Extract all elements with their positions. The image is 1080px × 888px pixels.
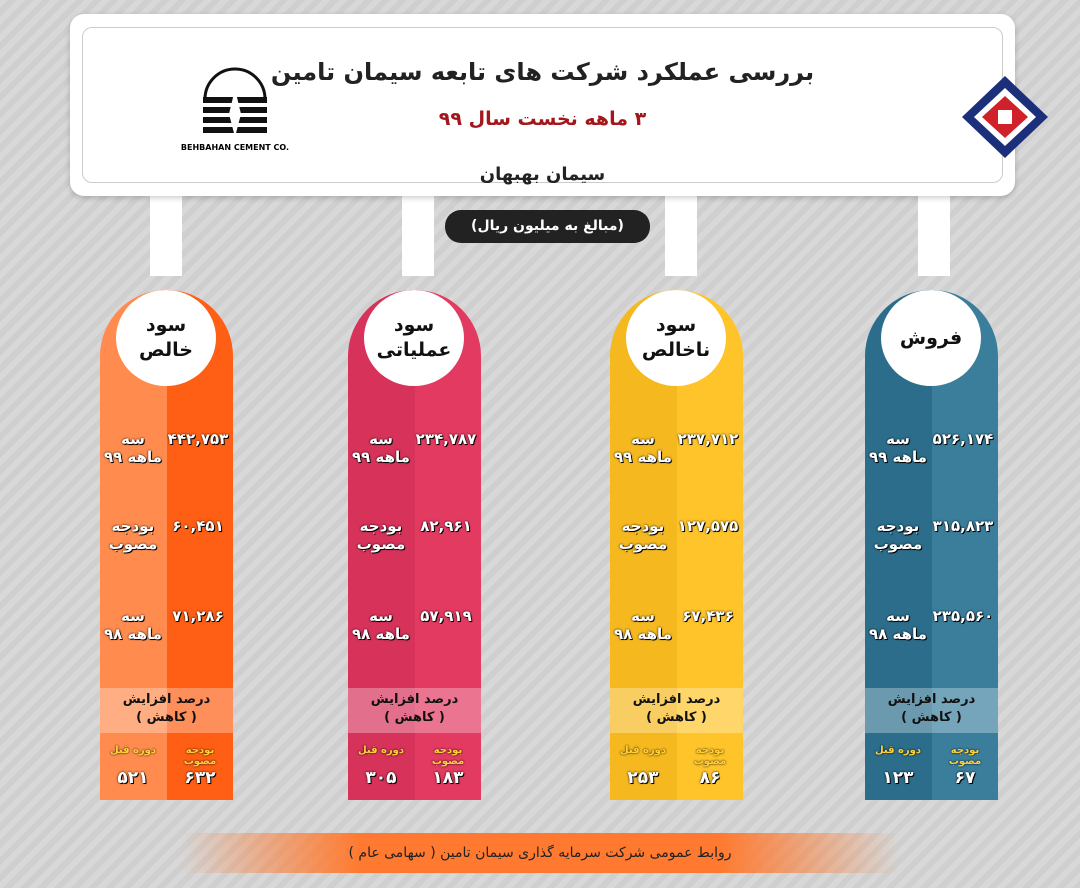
vs-budget-value: ۶۷ (954, 768, 976, 788)
vs-prev-value: ۳۰۵ (365, 768, 397, 788)
pct-label-2: ( کاهش ) (384, 710, 445, 726)
pct-label: درصد افزایش (370, 692, 459, 707)
behbahan-logo: BEHBAHAN CEMENT CO. (180, 59, 290, 152)
logo-text: BEHBAHAN CEMENT CO. (180, 143, 290, 152)
row-label: سه ماهه ۹۸ (104, 607, 162, 643)
value-row: سه ماهه ۹۹ ۴۴۲,۷۵۳ (100, 430, 233, 490)
vs-budget-label: بودجه مصوب (183, 745, 217, 767)
vs-budget-value: ۱۸۳ (432, 768, 464, 788)
page-title: بررسی عملکرد شرکت های تابعه سیمان تامین (270, 58, 815, 86)
connector (150, 196, 182, 276)
row-value: ۶۷,۴۳۶ (682, 607, 734, 625)
vs-prev-label: دوره قبل (109, 745, 157, 756)
value-row: سه ماهه ۹۸ ۵۷,۹۱۹ (348, 607, 481, 667)
vs-budget-label: بودجه مصوب (948, 745, 982, 767)
value-row: بودجه مصوب ۳۱۵,۸۲۳ (865, 517, 998, 577)
row-label: سه ماهه ۹۹ (104, 430, 162, 466)
row-value: ۸۲,۹۶۱ (420, 517, 472, 535)
row-value: ۲۳۴,۷۸۷ (415, 430, 477, 448)
pct-heading: درصد افزایش ( کاهش ) (865, 688, 998, 733)
page-subtitle: ۳ ماهه نخست سال ۹۹ (438, 108, 647, 130)
pct-label-2: ( کاهش ) (646, 710, 707, 726)
row-value: ۲۳۷,۷۱۲ (677, 430, 739, 448)
column-title: سود خالص (116, 290, 216, 386)
connector (665, 196, 697, 276)
column-title: سود عملیاتی (364, 290, 464, 386)
tamin-logo (960, 74, 1050, 158)
value-row: سه ماهه ۹۸ ۶۷,۴۳۶ (610, 607, 743, 667)
row-label: بودجه مصوب (108, 517, 158, 553)
row-label: بودجه مصوب (873, 517, 923, 553)
row-label: سه ماهه ۹۸ (869, 607, 927, 643)
metric-column: سود ناخالص سه ماهه ۹۹ ۲۳۷,۷۱۲ بودجه مصوب… (610, 290, 743, 800)
pct-heading: درصد افزایش ( کاهش ) (348, 688, 481, 733)
row-label: بودجه مصوب (618, 517, 668, 553)
value-row: سه ماهه ۹۸ ۲۳۵,۵۶۰ (865, 607, 998, 667)
value-row: بودجه مصوب ۶۰,۴۵۱ (100, 517, 233, 577)
vs-prev-label: دوره قبل (619, 745, 667, 756)
pct-label: درصد افزایش (632, 692, 721, 707)
row-label: سه ماهه ۹۹ (352, 430, 410, 466)
connector (402, 196, 434, 276)
connector (918, 196, 950, 276)
row-value: ۱۲۷,۵۷۵ (677, 517, 739, 535)
company-name: سیمان بهبهان (479, 164, 606, 185)
vs-prev-value: ۵۲۱ (117, 768, 149, 788)
row-value: ۲۳۵,۵۶۰ (932, 607, 994, 625)
row-value: ۳۱۵,۸۲۳ (932, 517, 994, 535)
vs-prev-value: ۱۲۳ (882, 768, 914, 788)
column-title: فروش (881, 290, 981, 386)
row-label: سه ماهه ۹۹ (614, 430, 672, 466)
vs-budget-label: بودجه مصوب (431, 745, 465, 767)
value-row: بودجه مصوب ۱۲۷,۵۷۵ (610, 517, 743, 577)
vs-prev-label: دوره قبل (874, 745, 922, 756)
vs-prev-label: دوره قبل (357, 745, 405, 756)
pct-label: درصد افزایش (122, 692, 211, 707)
row-value: ۵۷,۹۱۹ (420, 607, 472, 625)
value-row: سه ماهه ۹۹ ۵۲۶,۱۷۴ (865, 430, 998, 490)
row-value: ۷۱,۲۸۶ (172, 607, 224, 625)
pct-heading: درصد افزایش ( کاهش ) (100, 688, 233, 733)
footer-credit: روابط عمومی شرکت سرمایه گذاری سیمان تامی… (180, 833, 900, 873)
row-label: سه ماهه ۹۹ (869, 430, 927, 466)
header-card: BEHBAHAN CEMENT CO. بررسی عملکرد شرکت ها… (70, 14, 1048, 196)
vs-budget-value: ۸۶ (699, 768, 721, 788)
pct-label-2: ( کاهش ) (136, 710, 197, 726)
value-row: بودجه مصوب ۸۲,۹۶۱ (348, 517, 481, 577)
vs-prev-value: ۲۵۳ (627, 768, 659, 788)
unit-label: (مبالغ به میلیون ریال) (445, 210, 650, 243)
vs-budget-value: ۶۳۲ (184, 768, 216, 788)
pct-label: درصد افزایش (887, 692, 976, 707)
row-label: سه ماهه ۹۸ (352, 607, 410, 643)
row-label: سه ماهه ۹۸ (614, 607, 672, 643)
row-value: ۵۲۶,۱۷۴ (932, 430, 994, 448)
metric-column: فروش سه ماهه ۹۹ ۵۲۶,۱۷۴ بودجه مصوب ۳۱۵,۸… (865, 290, 998, 800)
column-title: سود ناخالص (626, 290, 726, 386)
value-row: سه ماهه ۹۸ ۷۱,۲۸۶ (100, 607, 233, 667)
value-row: سه ماهه ۹۹ ۲۳۴,۷۸۷ (348, 430, 481, 490)
pct-label-2: ( کاهش ) (901, 710, 962, 726)
vs-budget-label: بودجه مصوب (693, 745, 727, 767)
row-value: ۶۰,۴۵۱ (172, 517, 224, 535)
pct-heading: درصد افزایش ( کاهش ) (610, 688, 743, 733)
metric-column: سود عملیاتی سه ماهه ۹۹ ۲۳۴,۷۸۷ بودجه مصو… (348, 290, 481, 800)
value-row: سه ماهه ۹۹ ۲۳۷,۷۱۲ (610, 430, 743, 490)
metric-column: سود خالص سه ماهه ۹۹ ۴۴۲,۷۵۳ بودجه مصوب ۶… (100, 290, 233, 800)
row-value: ۴۴۲,۷۵۳ (167, 430, 229, 448)
row-label: بودجه مصوب (356, 517, 406, 553)
